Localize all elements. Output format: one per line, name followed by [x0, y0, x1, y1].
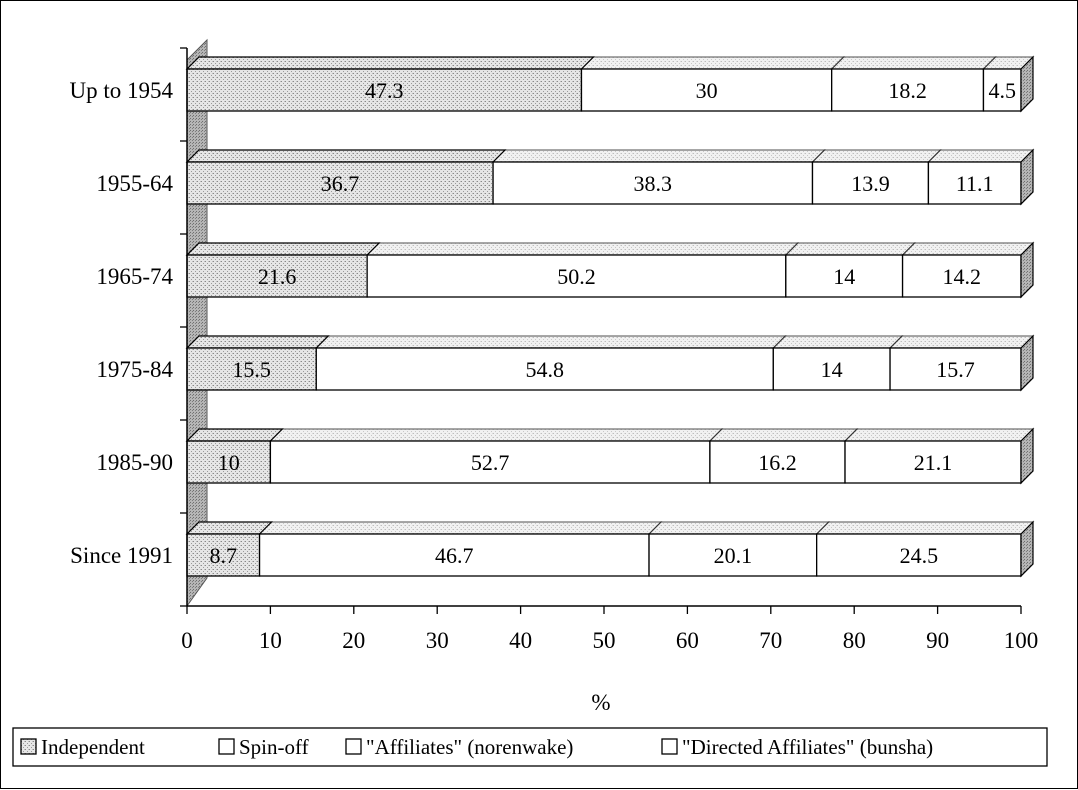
- x-tick-label-90: 90: [926, 628, 949, 653]
- legend-label-directed-affiliates-bunsha: "Directed Affiliates" (bunsha): [682, 735, 933, 759]
- legend-item-spin-off: Spin-off: [218, 735, 309, 759]
- value-label-since-1991-directed-affiliates-bunsha: 24.5: [900, 543, 939, 568]
- category-label-since-1991: Since 1991: [70, 543, 173, 568]
- x-tick-label-30: 30: [426, 628, 449, 653]
- value-label-1955-64-independent: 36.7: [321, 171, 360, 196]
- value-label-1985-90-spin-off: 52.7: [471, 450, 510, 475]
- legend: Independent Spin-off "Affiliates" (norenwa…: [12, 727, 1048, 767]
- bar-1965-74-affiliates-norenwake: 14: [784, 242, 917, 298]
- value-label-1975-84-directed-affiliates-bunsha: 15.7: [936, 357, 975, 382]
- x-tick-label-0: 0: [181, 628, 193, 653]
- bar-1955-64-independent: 36.7: [185, 149, 507, 205]
- value-label-1975-84-affiliates-norenwake: 14: [821, 357, 843, 382]
- bar-side-1965-74: [1020, 241, 1034, 299]
- bar-since-1991-affiliates-norenwake: 20.1: [647, 521, 831, 577]
- legend-swatch-affiliates-norenwake: [345, 738, 362, 755]
- legend-label-affiliates-norenwake: "Affiliates" (norenwake): [366, 735, 573, 759]
- legend-swatch-spin-off: [218, 738, 235, 755]
- legend-box: [12, 727, 1048, 767]
- bar-1985-90-directed-affiliates-bunsha: 21.1: [843, 428, 1035, 484]
- value-label-1985-90-directed-affiliates-bunsha: 21.1: [914, 450, 953, 475]
- bar-side-1955-64: [1020, 148, 1034, 206]
- bar-side-1985-90: [1020, 427, 1034, 485]
- bar-1985-90-spin-off: 52.7: [268, 428, 724, 484]
- value-label-1955-64-spin-off: 38.3: [634, 171, 673, 196]
- x-tick-label-100: 100: [1004, 628, 1039, 653]
- value-label-1965-74-spin-off: 50.2: [557, 264, 596, 289]
- bar-1955-64-affiliates-norenwake: 13.9: [811, 149, 942, 205]
- legend-swatch-directed-affiliates-bunsha: [661, 738, 678, 755]
- value-label-1965-74-directed-affiliates-bunsha: 14.2: [943, 264, 982, 289]
- legend-label-spin-off: Spin-off: [239, 735, 309, 759]
- bars: 47.3 30 18.2 4.5 36.7 38.3 13.9 11.1 21.6 50.2 14 1…: [185, 55, 1035, 578]
- category-label-up-to-1954: Up to 1954: [70, 78, 174, 103]
- value-label-1955-64-affiliates-norenwake: 13.9: [851, 171, 890, 196]
- bar-side-up-to-1954: [1020, 55, 1034, 113]
- bar-1985-90-affiliates-norenwake: 16.2: [708, 428, 859, 484]
- x-tick-label-60: 60: [676, 628, 699, 653]
- axes: Up to 1954 1955-64 1965-74 1975-84 1985-90 Si…: [70, 47, 1039, 653]
- value-label-up-to-1954-spin-off: 30: [696, 78, 718, 103]
- x-tick-label-70: 70: [759, 628, 782, 653]
- bar-1955-64-spin-off: 38.3: [491, 149, 826, 205]
- bar-up-to-1954-independent: 47.3: [185, 56, 595, 112]
- bar-1975-84-affiliates-norenwake: 14: [771, 335, 904, 391]
- value-label-1985-90-independent: 10: [218, 450, 240, 475]
- value-label-1975-84-spin-off: 54.8: [526, 357, 565, 382]
- x-tick-label-80: 80: [843, 628, 866, 653]
- legend-label-independent: Independent: [41, 735, 145, 759]
- bar-1955-64-directed-affiliates-bunsha: 11.1: [926, 149, 1035, 205]
- bar-up-to-1954-affiliates-norenwake: 18.2: [830, 56, 997, 112]
- bar-since-1991-spin-off: 46.7: [258, 521, 663, 577]
- value-label-1985-90-affiliates-norenwake: 16.2: [758, 450, 797, 475]
- bar-since-1991-independent: 8.7: [185, 521, 274, 577]
- value-label-1965-74-affiliates-norenwake: 14: [833, 264, 855, 289]
- plot-area: [186, 38, 208, 608]
- value-label-up-to-1954-affiliates-norenwake: 18.2: [888, 78, 927, 103]
- bar-up-to-1954-spin-off: 30: [580, 56, 846, 112]
- bar-up-to-1954-directed-affiliates-bunsha: 4.5: [982, 56, 1035, 112]
- legend-item-directed-affiliates-bunsha: "Directed Affiliates" (bunsha): [661, 735, 933, 759]
- x-axis-title: %: [591, 690, 610, 715]
- bar-1965-74-independent: 21.6: [185, 242, 381, 298]
- bar-since-1991-directed-affiliates-bunsha: 24.5: [815, 521, 1035, 577]
- category-label-1965-74: 1965-74: [96, 264, 173, 289]
- legend-item-affiliates-norenwake: "Affiliates" (norenwake): [345, 735, 573, 759]
- legend-swatch-independent: [20, 738, 37, 755]
- value-label-1965-74-independent: 21.6: [258, 264, 297, 289]
- legend-item-independent: Independent: [20, 735, 145, 759]
- x-tick-label-10: 10: [259, 628, 282, 653]
- x-tick-label-20: 20: [342, 628, 365, 653]
- value-label-up-to-1954-independent: 47.3: [365, 78, 404, 103]
- bar-1975-84-directed-affiliates-bunsha: 15.7: [888, 335, 1035, 391]
- bar-1985-90-independent: 10: [185, 428, 284, 484]
- category-label-1975-84: 1975-84: [96, 357, 173, 382]
- category-label-1985-90: 1985-90: [96, 450, 173, 475]
- value-label-1975-84-independent: 15.5: [232, 357, 271, 382]
- category-label-1955-64: 1955-64: [96, 171, 173, 196]
- x-tick-label-50: 50: [593, 628, 616, 653]
- value-label-since-1991-spin-off: 46.7: [435, 543, 474, 568]
- bar-side-1975-84: [1020, 334, 1034, 392]
- bar-1975-84-independent: 15.5: [185, 335, 330, 391]
- bar-side-since-1991: [1020, 520, 1034, 578]
- value-label-1955-64-directed-affiliates-bunsha: 11.1: [956, 171, 994, 196]
- bar-1965-74-directed-affiliates-bunsha: 14.2: [901, 242, 1035, 298]
- bar-1975-84-spin-off: 54.8: [314, 335, 787, 391]
- value-label-up-to-1954-directed-affiliates-bunsha: 4.5: [988, 78, 1016, 103]
- back-wall: [186, 38, 208, 608]
- value-label-since-1991-independent: 8.7: [210, 543, 238, 568]
- x-tick-label-40: 40: [509, 628, 532, 653]
- bar-1965-74-spin-off: 50.2: [365, 242, 800, 298]
- value-label-since-1991-affiliates-norenwake: 20.1: [714, 543, 753, 568]
